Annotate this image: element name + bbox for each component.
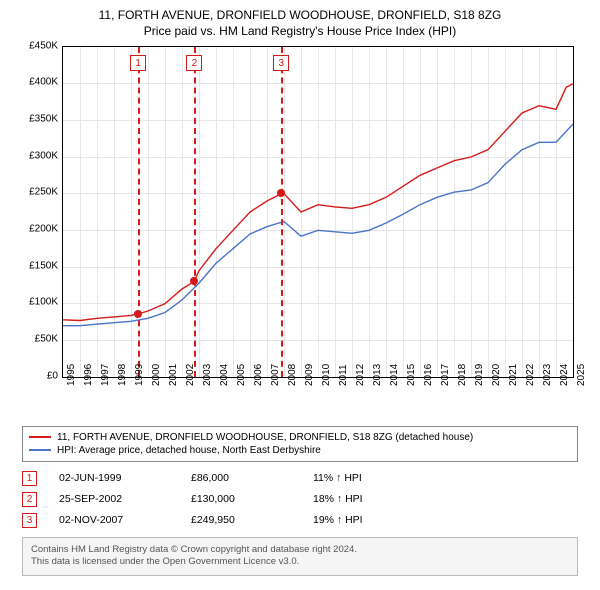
sale-marker-2: 2 bbox=[186, 55, 202, 71]
sale-vline-1 bbox=[138, 47, 140, 377]
y-axis-label: £400K bbox=[20, 77, 58, 88]
sale-dot-2 bbox=[190, 277, 198, 285]
y-axis-label: £200K bbox=[20, 223, 58, 234]
sale-dot-3 bbox=[277, 189, 285, 197]
y-axis-label: £100K bbox=[20, 297, 58, 308]
sale-row: 3 02-NOV-2007 £249,950 19% ↑ HPI bbox=[22, 510, 578, 531]
sale-vline-3 bbox=[281, 47, 283, 377]
sale-dot-1 bbox=[134, 310, 142, 318]
sale-price: £130,000 bbox=[191, 493, 291, 505]
chart-title-line2: Price paid vs. HM Land Registry's House … bbox=[10, 24, 590, 38]
sale-vline-2 bbox=[194, 47, 196, 377]
plot-area: 1 2 3 bbox=[62, 46, 574, 378]
chart-title-line1: 11, FORTH AVENUE, DRONFIELD WOODHOUSE, D… bbox=[10, 8, 590, 24]
legend-swatch bbox=[29, 436, 51, 438]
y-axis-label: £350K bbox=[20, 113, 58, 124]
sale-index-box: 1 bbox=[22, 471, 37, 486]
sale-price: £86,000 bbox=[191, 472, 291, 484]
sale-pct: 11% ↑ HPI bbox=[313, 472, 433, 484]
sale-marker-1: 1 bbox=[130, 55, 146, 71]
sale-price: £249,950 bbox=[191, 514, 291, 526]
legend-label: 11, FORTH AVENUE, DRONFIELD WOODHOUSE, D… bbox=[57, 432, 473, 443]
y-axis-label: £50K bbox=[20, 333, 58, 344]
sale-date: 25-SEP-2002 bbox=[59, 493, 169, 505]
y-axis-label: £150K bbox=[20, 260, 58, 271]
legend-row: 11, FORTH AVENUE, DRONFIELD WOODHOUSE, D… bbox=[29, 431, 571, 444]
y-axis-label: £450K bbox=[20, 40, 58, 51]
sale-index-box: 2 bbox=[22, 492, 37, 507]
sale-pct: 19% ↑ HPI bbox=[313, 514, 433, 526]
x-axis-label: 2025 bbox=[576, 363, 600, 385]
legend-label: HPI: Average price, detached house, Nort… bbox=[57, 445, 321, 456]
sale-row: 2 25-SEP-2002 £130,000 18% ↑ HPI bbox=[22, 489, 578, 510]
sale-marker-3: 3 bbox=[273, 55, 289, 71]
sales-table: 1 02-JUN-1999 £86,000 11% ↑ HPI 2 25-SEP-2002… bbox=[22, 468, 578, 531]
sale-row: 1 02-JUN-1999 £86,000 11% ↑ HPI bbox=[22, 468, 578, 489]
sale-date: 02-NOV-2007 bbox=[59, 514, 169, 526]
y-axis-label: £300K bbox=[20, 150, 58, 161]
legend-row: HPI: Average price, detached house, Nort… bbox=[29, 444, 571, 457]
sale-date: 02-JUN-1999 bbox=[59, 472, 169, 484]
legend-swatch bbox=[29, 449, 51, 451]
sale-pct: 18% ↑ HPI bbox=[313, 493, 433, 505]
legend: 11, FORTH AVENUE, DRONFIELD WOODHOUSE, D… bbox=[22, 426, 578, 462]
y-axis-label: £250K bbox=[20, 187, 58, 198]
chart-container: 1 2 3 £0 £50K £100K £150K £200K £250K £300K £350K… bbox=[20, 42, 580, 422]
sale-index-box: 3 bbox=[22, 513, 37, 528]
attribution-line1: Contains HM Land Registry data © Crown c… bbox=[31, 544, 569, 557]
y-axis-label: £0 bbox=[20, 370, 58, 381]
attribution-box: Contains HM Land Registry data © Crown c… bbox=[22, 537, 578, 577]
attribution-line2: This data is licensed under the Open Gov… bbox=[31, 556, 569, 569]
